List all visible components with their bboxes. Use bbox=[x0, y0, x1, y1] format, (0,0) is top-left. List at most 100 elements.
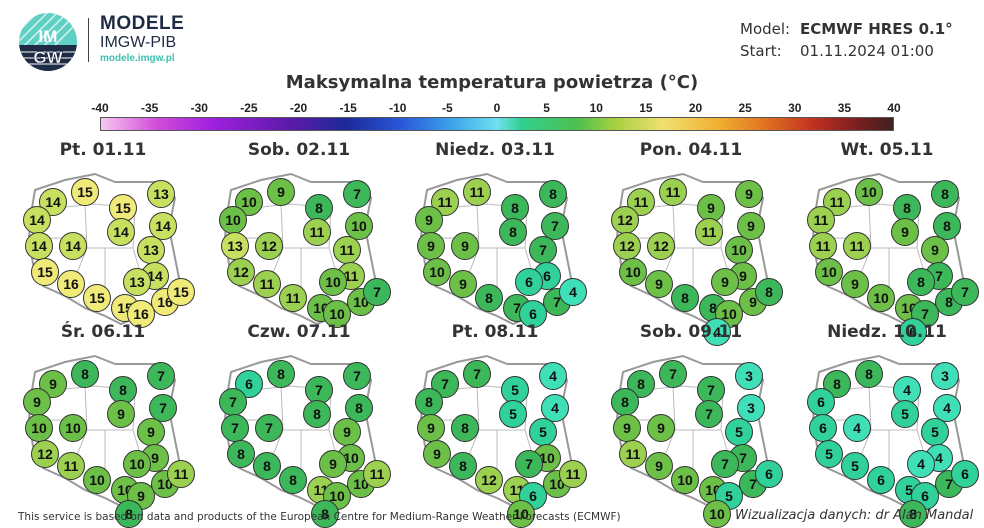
temperature-bubble: 8 bbox=[899, 500, 927, 528]
temperature-bubble: 15 bbox=[83, 284, 111, 312]
logo-url: modele.imgw.pl bbox=[100, 53, 175, 64]
temperature-bubble: 7 bbox=[147, 362, 175, 390]
temperature-bubble: 15 bbox=[31, 258, 59, 286]
temperature-bubble: 9 bbox=[449, 270, 477, 298]
temperature-bubble: 10 bbox=[337, 444, 365, 472]
temperature-bubble: 11 bbox=[279, 284, 307, 312]
panel-date: Niedz. 03.11 bbox=[435, 140, 555, 160]
temperature-bubble: 8 bbox=[499, 218, 527, 246]
temperature-bubble: 8 bbox=[755, 278, 783, 306]
temperature-bubble: 7 bbox=[255, 414, 283, 442]
color-scale-bar bbox=[100, 117, 894, 131]
temperature-bubble: 10 bbox=[671, 466, 699, 494]
forecast-panel: Sob. 09.11 8 7 8 7 3 3 9 9 7 5 11 9 10 10 7 7 7 5 6 10 bbox=[593, 322, 789, 528]
temperature-bubble: 8 bbox=[907, 268, 935, 296]
start-label: Start: bbox=[740, 42, 782, 60]
scale-tick: 10 bbox=[589, 101, 603, 115]
temperature-bubble: 8 bbox=[227, 440, 255, 468]
forecast-panel: Czw. 07.11 6 8 7 7 7 8 7 7 8 9 8 8 8 11 10 9 10 10 11 8 bbox=[201, 322, 397, 528]
scale-tick: -30 bbox=[190, 101, 208, 115]
color-scale: -40 -35 -30 -25 -20 -15 -10 -5 0 5 10 15 20 25 30 35 40 bbox=[91, 101, 901, 131]
temperature-bubble: 12 bbox=[31, 440, 59, 468]
svg-text:GW: GW bbox=[33, 48, 63, 67]
temperature-bubble: 9 bbox=[645, 452, 673, 480]
start-value: 01.11.2024 01:00 bbox=[800, 42, 934, 60]
temperature-bubble: 11 bbox=[333, 236, 361, 264]
temperature-bubble: 5 bbox=[529, 418, 557, 446]
temperature-bubble: 7 bbox=[951, 278, 979, 306]
scale-tick: -15 bbox=[339, 101, 357, 115]
panel-date: Pt. 01.11 bbox=[59, 140, 147, 160]
forecast-panel: Pon. 04.11 11 11 12 9 9 9 12 12 11 10 10 9 8 8 9 9 9 10 8 4 bbox=[593, 140, 789, 346]
temperature-bubble: 11 bbox=[559, 460, 587, 488]
panel-date: Pt. 08.11 bbox=[451, 322, 539, 342]
temperature-bubble: 7 bbox=[659, 360, 687, 388]
temperature-bubble: 8 bbox=[71, 360, 99, 388]
temperature-bubble: 8 bbox=[671, 284, 699, 312]
temperature-bubble: 9 bbox=[613, 414, 641, 442]
temperature-bubble: 7 bbox=[711, 450, 739, 478]
temperature-bubble: 9 bbox=[417, 414, 445, 442]
temperature-bubble: 9 bbox=[333, 418, 361, 446]
temperature-bubble: 10 bbox=[815, 258, 843, 286]
temperature-bubble: 11 bbox=[463, 178, 491, 206]
model-label: Model: bbox=[740, 20, 791, 38]
temperature-bubble: 11 bbox=[619, 440, 647, 468]
temperature-bubble: 10 bbox=[725, 236, 753, 264]
temperature-bubble: 9 bbox=[423, 440, 451, 468]
temperature-bubble: 8 bbox=[115, 500, 143, 528]
temperature-bubble: 9 bbox=[645, 270, 673, 298]
temperature-bubble: 5 bbox=[499, 400, 527, 428]
scale-tick: -40 bbox=[91, 101, 109, 115]
temperature-bubble: 9 bbox=[417, 232, 445, 260]
temperature-bubble: 10 bbox=[59, 414, 87, 442]
temperature-bubble: 10 bbox=[619, 258, 647, 286]
logo-text: MODELE IMGW-PIB modele.imgw.pl bbox=[100, 14, 184, 66]
temperature-bubble: 10 bbox=[855, 178, 883, 206]
model-info: Model: ECMWF HRES 0.1° Start: 01.11.2024 0… bbox=[740, 18, 953, 62]
temperature-bubble: 14 bbox=[39, 188, 67, 216]
temperature-bubble: 8 bbox=[893, 194, 921, 222]
temperature-bubble: 9 bbox=[267, 178, 295, 206]
temperature-bubble: 9 bbox=[451, 232, 479, 260]
temperature-bubble: 10 bbox=[345, 212, 373, 240]
temperature-bubble: 11 bbox=[807, 206, 835, 234]
panel-date: Niedz. 10.11 bbox=[827, 322, 947, 342]
temperature-bubble: 5 bbox=[501, 376, 529, 404]
temperature-bubble: 7 bbox=[221, 414, 249, 442]
temperature-bubble: 10 bbox=[867, 284, 895, 312]
forecast-panel: Niedz. 03.11 11 11 9 8 8 7 9 9 8 7 10 9 8 7 6 6 7 6 4 bbox=[397, 140, 593, 330]
logo-divider bbox=[88, 18, 89, 62]
temperature-bubble: 6 bbox=[515, 268, 543, 296]
temperature-bubble: 8 bbox=[611, 388, 639, 416]
temperature-bubble: 15 bbox=[109, 194, 137, 222]
temperature-bubble: 9 bbox=[137, 418, 165, 446]
scale-tick: 35 bbox=[837, 101, 852, 115]
scale-tick: 5 bbox=[543, 101, 550, 115]
scale-tick: -10 bbox=[389, 101, 407, 115]
temperature-bubble: 7 bbox=[695, 400, 723, 428]
temperature-bubble: 12 bbox=[647, 232, 675, 260]
temperature-bubble: 8 bbox=[109, 376, 137, 404]
temperature-bubble: 8 bbox=[415, 388, 443, 416]
temperature-bubble: 10 bbox=[423, 258, 451, 286]
forecast-panel: Sob. 02.11 10 9 10 8 7 10 13 12 11 11 12 11 11 10 11 10 1… bbox=[201, 140, 397, 330]
panel-date: Pon. 04.11 bbox=[639, 140, 743, 160]
svg-text:IM: IM bbox=[39, 27, 58, 46]
panel-date: Śr. 06.11 bbox=[60, 322, 146, 342]
panel-date: Sob. 09.11 bbox=[639, 322, 743, 342]
temperature-bubble: 11 bbox=[363, 460, 391, 488]
temperature-bubble: 9 bbox=[891, 218, 919, 246]
map-title: Maksymalna temperatura powietrza (°C) bbox=[285, 72, 699, 93]
model-value: ECMWF HRES 0.1° bbox=[800, 20, 953, 38]
author-credit: Wizualizacja danych: dr Alan Mandal bbox=[735, 508, 974, 523]
temperature-bubble: 8 bbox=[303, 400, 331, 428]
temperature-bubble: 11 bbox=[253, 270, 281, 298]
scale-tick: 0 bbox=[493, 101, 501, 115]
temperature-bubble: 14 bbox=[23, 206, 51, 234]
temperature-bubble: 5 bbox=[841, 452, 869, 480]
temperature-bubble: 7 bbox=[219, 388, 247, 416]
scale-tick: -35 bbox=[140, 101, 159, 115]
temperature-bubble: 11 bbox=[843, 232, 871, 260]
temperature-bubble: 8 bbox=[267, 360, 295, 388]
